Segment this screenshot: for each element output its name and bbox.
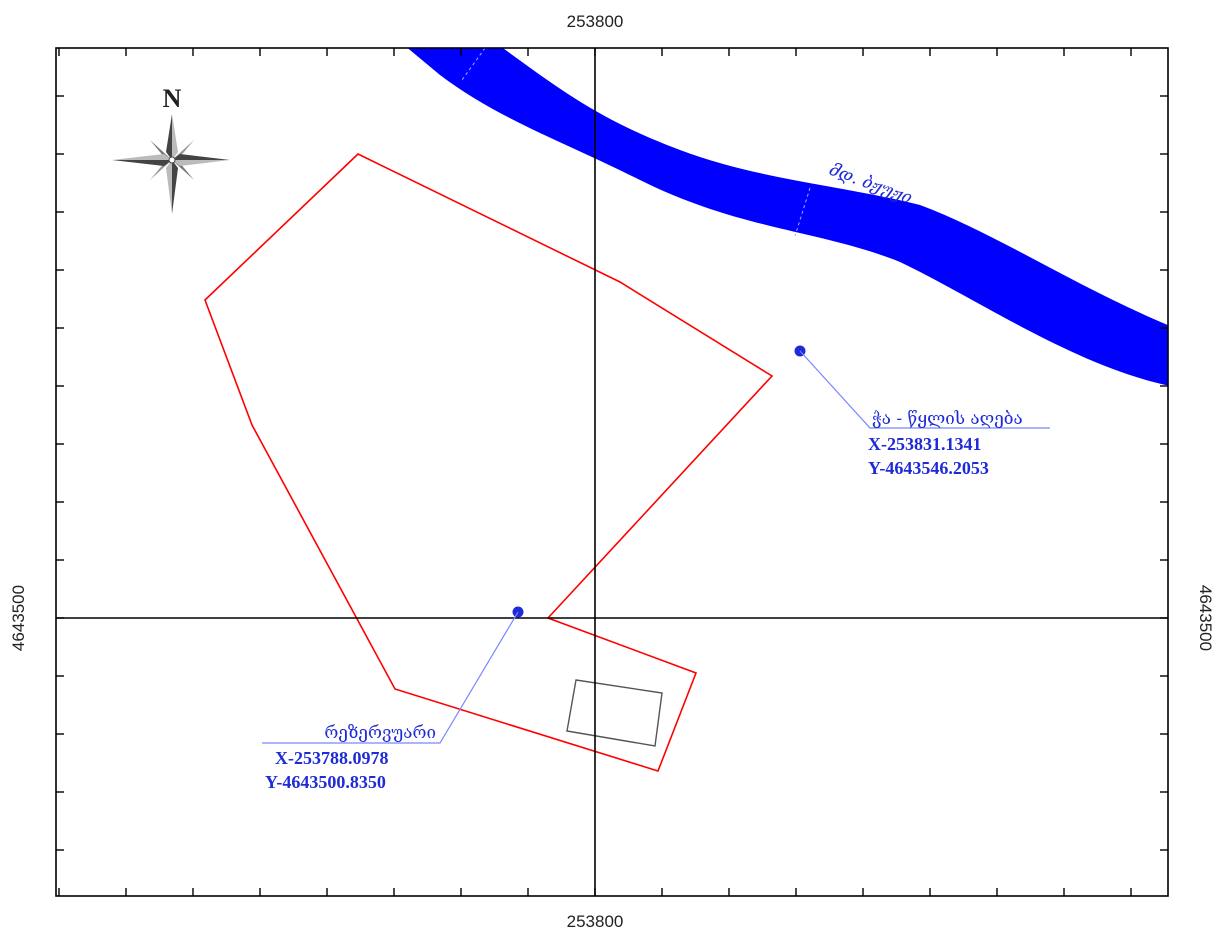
reservoir-y: Y-4643500.8350 — [265, 772, 386, 792]
reservoir-x: X-253788.0978 — [275, 748, 389, 768]
water-intake-name: ჭა - წყლის აღება — [872, 409, 1023, 429]
reservoir-leader — [262, 611, 519, 744]
y-axis-label-right: 4643500 — [1196, 585, 1215, 651]
river-section-line-2 — [794, 187, 811, 237]
north-label: N — [163, 84, 182, 113]
map-frame — [55, 47, 1169, 897]
y-axis-label-left: 4643500 — [9, 585, 28, 651]
parcel-boundary — [204, 153, 774, 772]
water-intake-leader — [799, 350, 1050, 429]
x-axis-label-bottom: 253800 — [567, 912, 624, 931]
compass-rose-icon: N — [112, 84, 230, 214]
frame-ticks — [56, 48, 1168, 896]
reservoir-name: რეზერვუარი — [324, 723, 436, 743]
water-intake-y: Y-4643546.2053 — [868, 458, 989, 478]
x-axis-label-top: 253800 — [567, 12, 624, 31]
river-bzhuzhi — [407, 48, 1168, 386]
river-section-line-1 — [461, 48, 486, 81]
water-intake-x: X-253831.1341 — [868, 434, 982, 454]
building-outline — [566, 679, 663, 747]
